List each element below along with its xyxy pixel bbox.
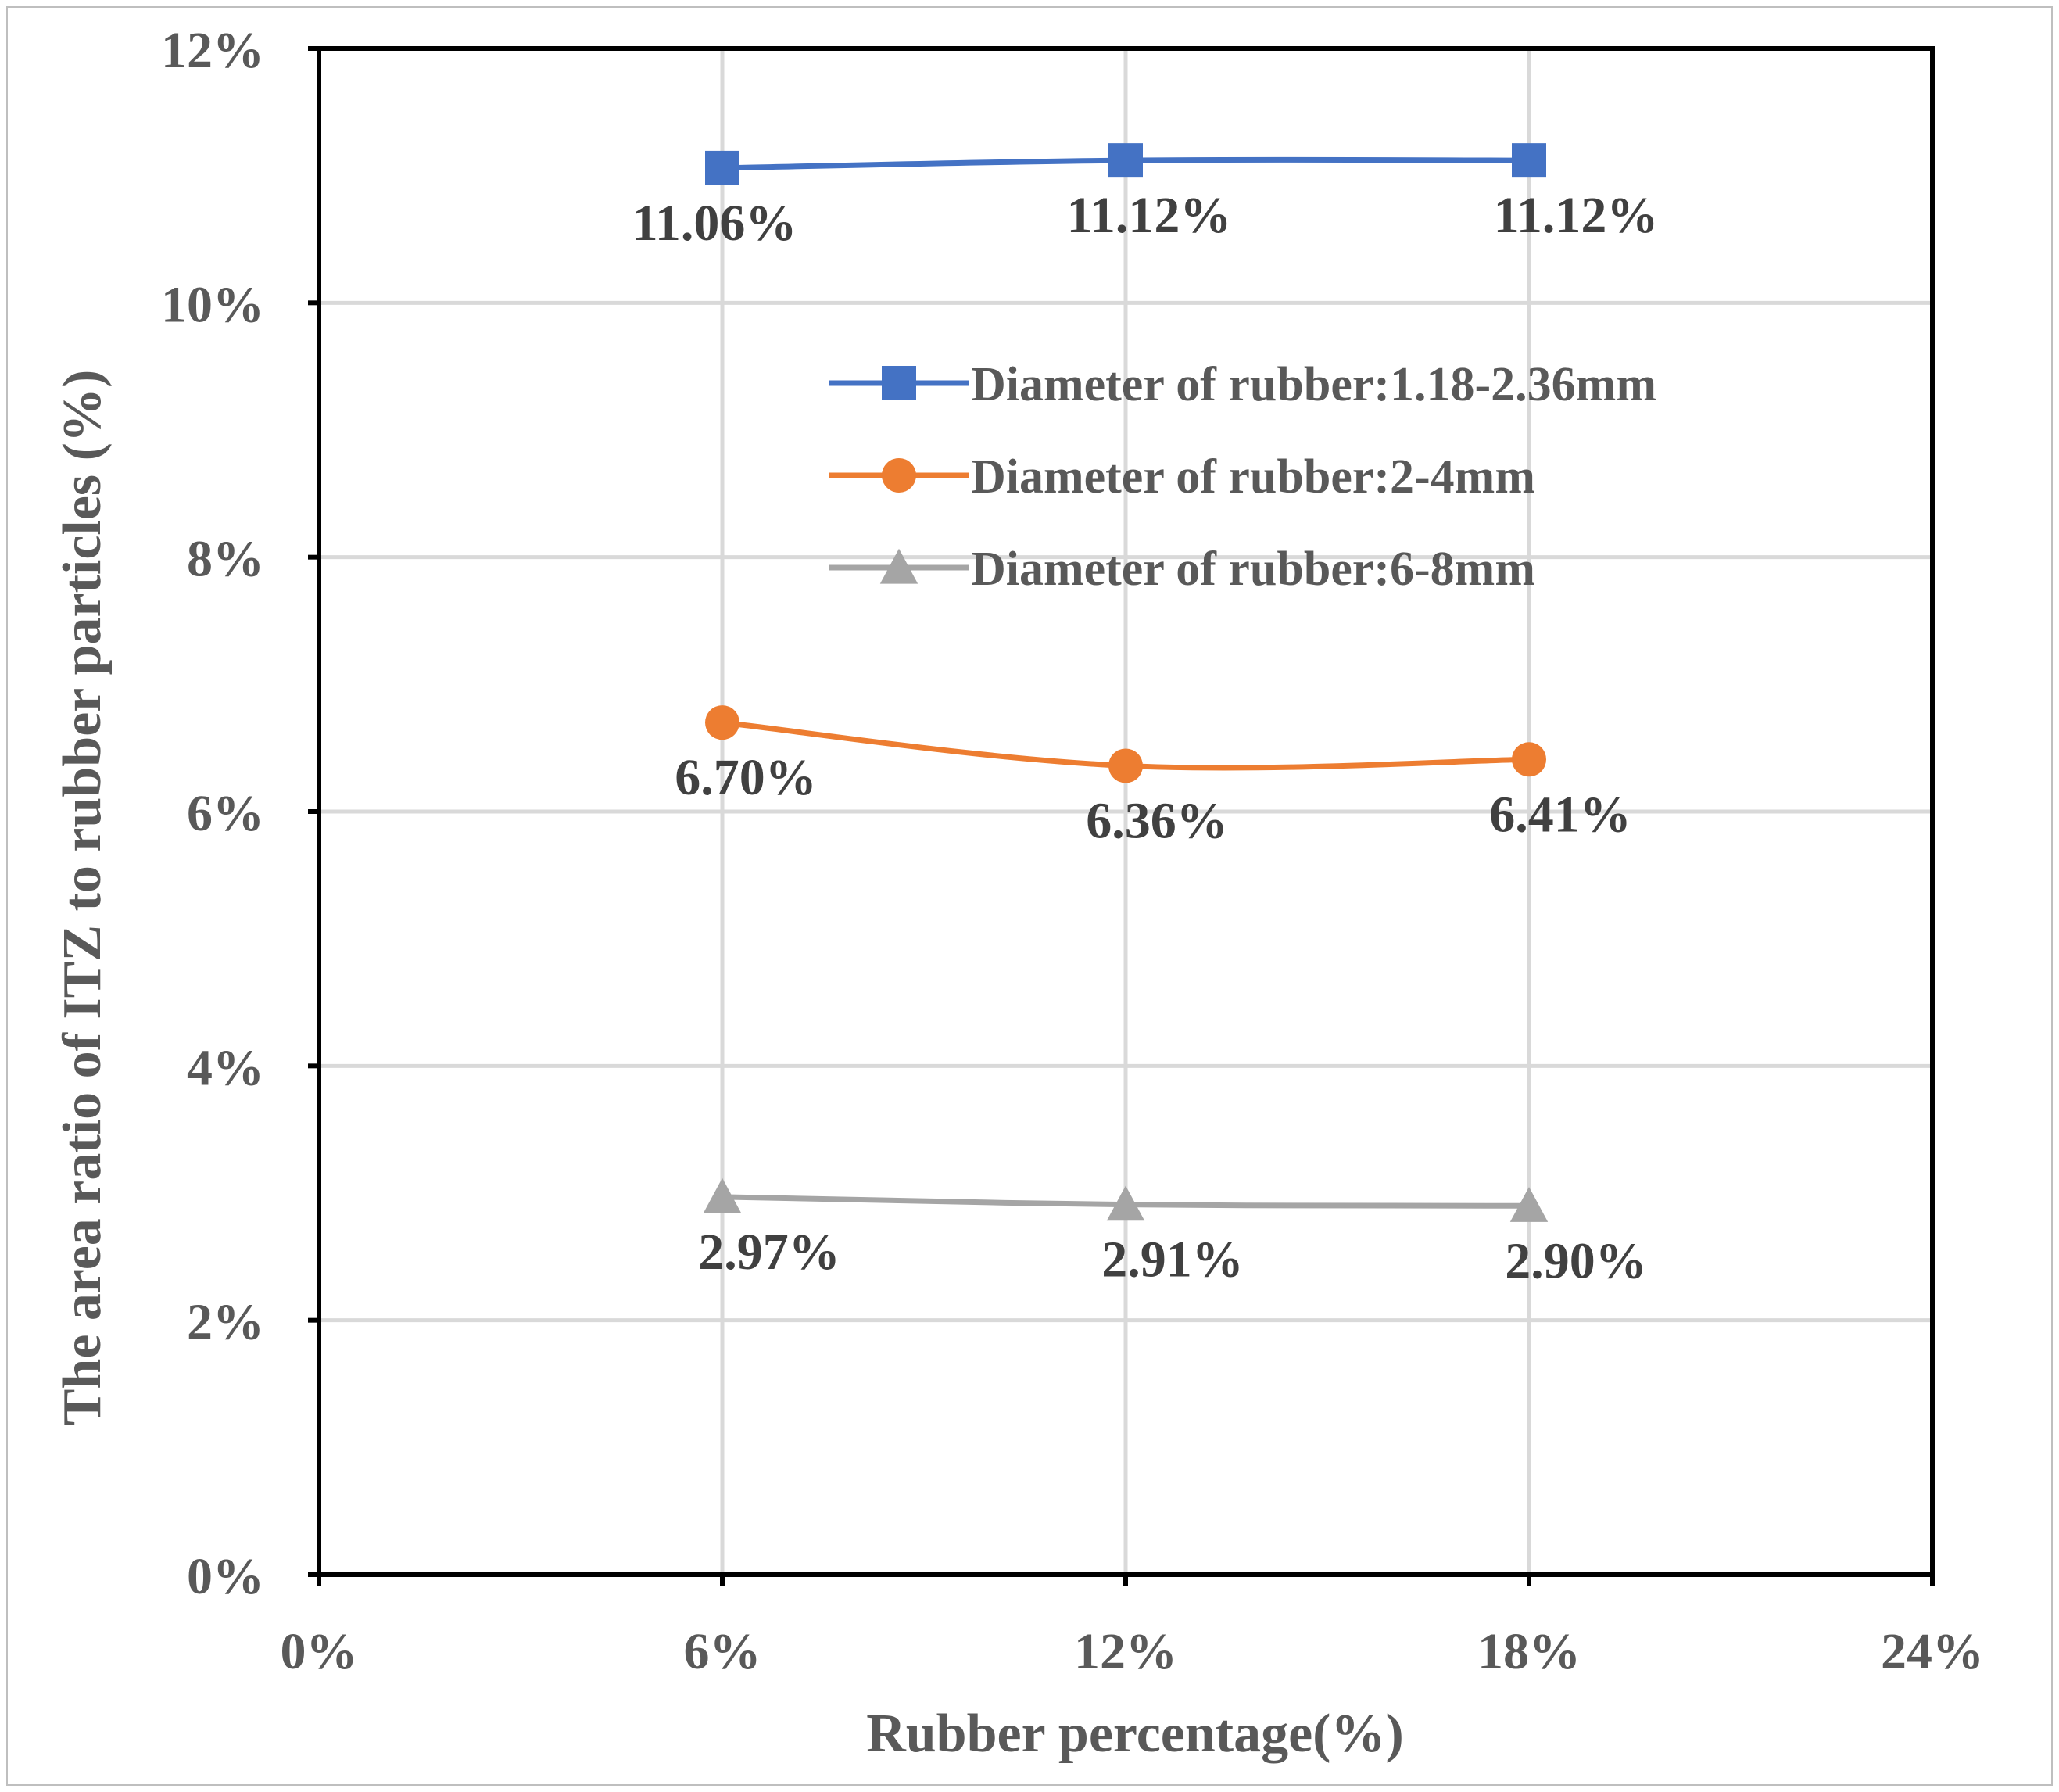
data-label: 2.90% — [1505, 1232, 1647, 1289]
data-point-square — [1512, 143, 1546, 178]
y-tick-label: 8% — [187, 531, 264, 588]
data-labels: 11.06% 11.12% 11.12% 6.70% 6.36% 6.41% 2.97% 2.… — [632, 187, 1659, 1289]
x-tick-label: 6% — [684, 1623, 761, 1680]
y-tick-label: 12% — [161, 22, 264, 79]
data-point-square — [1108, 143, 1143, 178]
y-tick-label: 2% — [187, 1294, 264, 1351]
data-label: 11.06% — [632, 195, 797, 252]
x-tick-label: 12% — [1074, 1623, 1177, 1680]
data-label: 6.41% — [1489, 786, 1631, 843]
x-axis-title: Rubber percentage(%) — [866, 1704, 1404, 1764]
data-point-triangle — [1509, 1187, 1549, 1222]
data-point-circle — [1108, 748, 1143, 783]
data-point-circle — [882, 458, 916, 493]
series-lines — [703, 143, 1549, 1222]
legend: Diameter of rubber:1.18-2.36mm Diameter o… — [829, 358, 1656, 596]
y-tick-label: 10% — [161, 276, 264, 333]
x-tick-label: 0% — [281, 1623, 358, 1680]
data-point-triangle — [879, 548, 918, 584]
data-point-square — [705, 150, 739, 185]
x-tick-label: 18% — [1477, 1623, 1581, 1680]
data-label: 2.97% — [698, 1224, 840, 1281]
data-point-circle — [705, 705, 739, 740]
legend-label: Diameter of rubber:2-4mm — [971, 450, 1535, 504]
data-label: 2.91% — [1101, 1231, 1244, 1288]
x-tick-label: 24% — [1881, 1623, 1984, 1680]
y-tick-label: 6% — [187, 785, 264, 842]
data-label: 11.12% — [1494, 187, 1659, 244]
data-point-square — [882, 366, 916, 400]
data-label: 6.70% — [675, 749, 817, 806]
data-point-triangle — [1106, 1185, 1145, 1221]
legend-label: Diameter of rubber:1.18-2.36mm — [971, 358, 1656, 411]
y-tick-label: 4% — [187, 1039, 264, 1096]
y-tick-label: 0% — [187, 1548, 264, 1605]
legend-label: Diameter of rubber:6-8mm — [971, 543, 1535, 596]
axes: 0% 2% 4% 6% 8% 10% 12% 0% 6% 12% 18% 24% — [161, 22, 1984, 1680]
y-axis-title: The area ratio of ITZ to rubber particle… — [52, 370, 113, 1426]
data-label: 6.36% — [1086, 792, 1228, 849]
data-label: 11.12% — [1067, 187, 1232, 244]
data-point-triangle — [703, 1177, 742, 1213]
data-point-circle — [1512, 742, 1546, 777]
